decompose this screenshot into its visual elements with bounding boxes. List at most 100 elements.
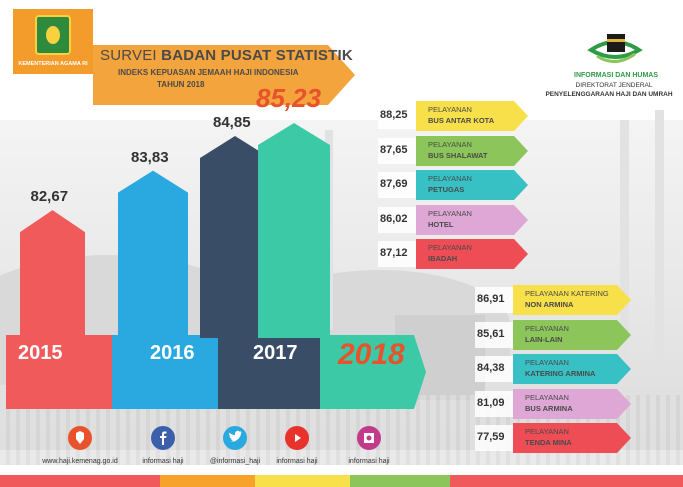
service-category: PELAYANAN	[428, 174, 472, 183]
social-link[interactable]: www.haji.kemenag.go.id	[35, 425, 125, 470]
service-category: PELAYANAN	[525, 392, 569, 402]
year-band	[320, 335, 426, 409]
service-ribbon	[378, 135, 528, 166]
bar-value-label: 83,83	[131, 148, 169, 166]
bar-value-label: 82,67	[30, 188, 69, 206]
service-name: TENDA MINA	[525, 438, 572, 447]
bar-arrow	[200, 135, 270, 338]
brand-title: INFORMASI DAN HUMAS	[574, 72, 658, 79]
social-link[interactable]: informasi haji	[324, 425, 414, 470]
brand-line-1: DIREKTORAT JENDERAL	[575, 82, 653, 89]
service-name: LAIN-LAIN	[525, 334, 563, 344]
service-category: PELAYANAN KATERING	[525, 289, 609, 298]
page-subtitle: INDEKS KEPUASAN JEMAAH HAJI INDONESIA	[118, 68, 299, 77]
service-ribbon	[378, 101, 528, 131]
page-title: SURVEI BADAN PUSAT STATISTIK	[100, 47, 353, 64]
service-category: PELAYANAN	[428, 139, 472, 149]
service-ribbon	[378, 170, 528, 200]
service-item: 81,09 PELAYANAN BUS ARMINA	[475, 388, 631, 419]
year-label: 2015	[18, 342, 63, 364]
service-name: NON ARMINA	[525, 300, 574, 309]
service-score: 85,61	[477, 327, 505, 340]
year-label: 2017	[253, 342, 298, 364]
service-name: HOTEL	[428, 219, 454, 229]
service-item: 86,91 PELAYANAN KATERING NON ARMINA	[475, 285, 631, 315]
service-category: PELAYANAN	[428, 243, 472, 252]
bar-arrow	[118, 170, 188, 338]
service-category: PELAYANAN	[525, 427, 569, 436]
footer-strip-segment	[350, 475, 450, 487]
service-score: 87,65	[380, 143, 408, 156]
service-ribbon	[475, 388, 631, 419]
year-label: 2016	[150, 342, 195, 364]
service-ribbon	[475, 423, 631, 453]
service-name: BUS ARMINA	[525, 403, 573, 413]
social-link[interactable]: informasi haji	[118, 425, 208, 470]
service-item: 87,65 PELAYANAN BUS SHALAWAT	[378, 135, 528, 166]
social-link[interactable]: @informasi_haji	[190, 425, 280, 470]
service-name: IBADAH	[428, 254, 458, 263]
service-item: 88,25 PELAYANAN BUS ANTAR KOTA	[378, 101, 528, 131]
bar-arrow	[20, 210, 85, 338]
service-score: 86,02	[380, 212, 408, 225]
service-score: 87,69	[380, 178, 408, 190]
social-label: informasi haji	[276, 458, 318, 465]
service-category: PELAYANAN	[525, 358, 569, 367]
service-ribbon	[475, 285, 631, 315]
facebook-icon	[151, 426, 175, 450]
footer-strip-segment	[450, 475, 683, 487]
footer-strip-segment	[160, 475, 255, 487]
service-ribbon	[475, 354, 631, 384]
bar-2018	[258, 123, 426, 409]
service-score: 86,91	[477, 293, 505, 305]
service-category: PELAYANAN	[525, 323, 569, 333]
service-score: 88,25	[380, 109, 408, 121]
year-label: 2018	[338, 338, 405, 371]
service-score: 84,38	[477, 362, 505, 374]
service-category: PELAYANAN	[428, 105, 472, 114]
ministry-name: KEMENTERIAN AGAMA RI	[18, 61, 88, 67]
instagram-icon	[357, 426, 381, 450]
year-band	[218, 335, 344, 409]
service-name: PETUGAS	[428, 185, 465, 194]
web-link-icon	[68, 426, 92, 450]
service-category: PELAYANAN	[428, 208, 472, 218]
service-ribbon	[378, 239, 528, 269]
service-item: 87,12 PELAYANAN IBADAH	[378, 239, 528, 269]
bar-2016	[112, 170, 238, 409]
youtube-icon	[285, 426, 309, 450]
social-label: informasi haji	[142, 458, 184, 465]
service-name: BUS ANTAR KOTA	[428, 116, 495, 125]
year-band	[112, 335, 238, 409]
service-ribbon	[378, 204, 528, 235]
humas-kaaba-logo-icon	[587, 34, 643, 63]
brand-line-2: PENYELENGGARAAN HAJI DAN UMRAH	[545, 91, 673, 98]
service-item: 87,69 PELAYANAN PETUGAS	[378, 170, 528, 200]
bar-value-label: 84,85	[213, 113, 251, 131]
social-label: informasi haji	[348, 458, 390, 465]
service-score: 77,59	[477, 431, 505, 443]
background-minaret	[655, 110, 664, 370]
social-label: @informasi_haji	[209, 458, 261, 465]
twitter-icon	[223, 426, 247, 450]
bar-value-label: 85,23	[256, 83, 322, 113]
page-year: TAHUN 2018	[157, 80, 205, 89]
service-ribbon	[475, 319, 631, 350]
bar-2017	[200, 135, 344, 409]
service-item: 84,38 PELAYANAN KATERING ARMINA	[475, 354, 631, 384]
year-band	[6, 335, 128, 409]
footer-strip-segment	[255, 475, 350, 487]
social-label: www.haji.kemenag.go.id	[42, 458, 118, 465]
footer-strip-segment	[0, 475, 160, 487]
bar-2015	[6, 210, 128, 409]
social-link[interactable]: informasi haji	[252, 425, 342, 470]
bar-arrow	[258, 123, 330, 338]
service-score: 81,09	[477, 396, 505, 409]
service-score: 87,12	[380, 247, 408, 259]
ministry-emblem-icon	[35, 15, 71, 55]
service-item: 85,61 PELAYANAN LAIN-LAIN	[475, 319, 631, 350]
background-minaret	[620, 120, 629, 360]
ministry-logo: KEMENTERIAN AGAMA RI	[13, 9, 93, 74]
